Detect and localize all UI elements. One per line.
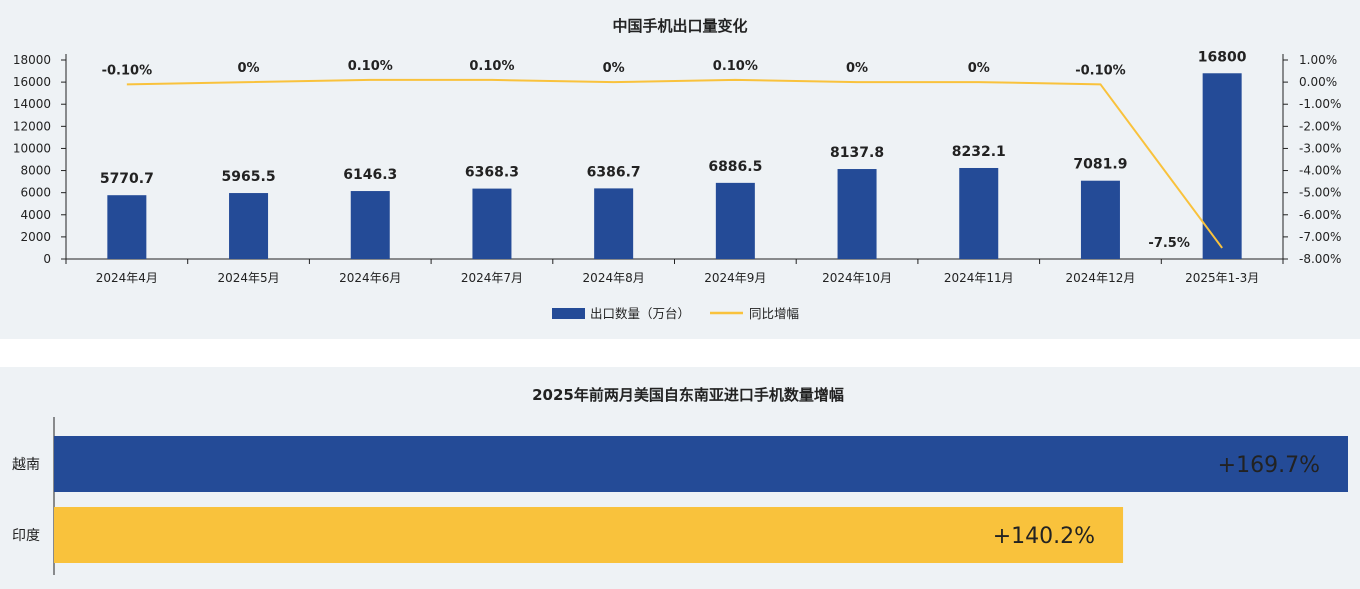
growth-value-label: +169.7%: [1218, 453, 1320, 478]
legend-bar-label: 出口数量（万台）: [590, 306, 690, 321]
x-tick-label: 2024年9月: [704, 271, 766, 285]
x-tick-label: 2024年10月: [822, 271, 892, 285]
x-tick-label: 2024年4月: [96, 271, 158, 285]
x-tick-label: 2025年1-3月: [1185, 271, 1259, 285]
bar-value-label: 6386.7: [587, 164, 641, 180]
growth-value-label: 0%: [846, 61, 868, 76]
bar-value-label: 5770.7: [100, 171, 154, 187]
growth-value-label: 0.10%: [348, 59, 393, 74]
right-tick-label: 1.00%: [1299, 53, 1337, 67]
export-bar: [959, 167, 999, 259]
export-bar: [229, 193, 269, 259]
left-tick-label: 6000: [20, 186, 51, 200]
x-tick-label: 2024年5月: [217, 271, 279, 285]
x-tick-label: 2024年12月: [1066, 271, 1136, 285]
right-tick-label: -2.00%: [1299, 119, 1341, 133]
right-tick-label: 0.00%: [1299, 75, 1337, 89]
category-label: 印度: [12, 528, 40, 544]
export-bar: [1202, 73, 1242, 260]
growth-value-label: -0.10%: [1075, 63, 1126, 78]
import-growth-chart: 2025年前两月美国自东南亚进口手机数量增幅 +169.7% 越南 +140.2% 印度: [12, 386, 1348, 575]
right-tick-label: -8.00%: [1299, 252, 1341, 266]
category-label: 越南: [12, 457, 40, 473]
export-bar: [472, 188, 512, 259]
legend-bar-swatch: [552, 308, 585, 319]
left-tick-label: 4000: [20, 208, 51, 222]
left-tick-label: 2000: [20, 230, 51, 244]
left-tick-label: 8000: [20, 164, 51, 178]
bar-value-label: 6368.3: [465, 165, 519, 181]
left-tick-label: 14000: [13, 97, 51, 111]
left-tick-label: 16000: [13, 75, 51, 89]
right-tick-label: -1.00%: [1299, 97, 1341, 111]
growth-value-label: -7.5%: [1148, 236, 1189, 251]
right-tick-label: -4.00%: [1299, 164, 1341, 178]
export-bar: [594, 188, 634, 259]
legend-line-label: 同比增幅: [749, 306, 799, 321]
x-tick-label: 2024年7月: [461, 271, 523, 285]
chart-title: 2025年前两月美国自东南亚进口手机数量增幅: [532, 386, 844, 404]
bar-value-label: 16800: [1198, 49, 1247, 65]
right-tick-label: -7.00%: [1299, 230, 1341, 244]
export-bar: [107, 195, 147, 259]
left-tick-label: 10000: [13, 141, 51, 155]
bar-value-label: 5965.5: [222, 169, 276, 185]
export-bar: [1080, 180, 1120, 259]
growth-value-label: 0%: [603, 61, 625, 76]
export-chart: 中国手机出口量变化 0 2000 4000 6000 8000 10000 12000 1400…: [13, 17, 1342, 321]
growth-value-label: 0.10%: [469, 59, 514, 74]
x-tick-label: 2024年11月: [944, 271, 1014, 285]
export-chart-panel: 中国手机出口量变化 0 2000 4000 6000 8000 10000 12000 1400…: [0, 0, 1360, 339]
export-bar: [837, 169, 877, 259]
growth-bar: [54, 507, 1124, 563]
bar-value-label: 6886.5: [708, 159, 762, 175]
left-tick-label: 18000: [13, 53, 51, 67]
growth-value-label: 0%: [238, 61, 260, 76]
growth-value-label: -0.10%: [102, 63, 153, 78]
right-tick-label: -5.00%: [1299, 186, 1341, 200]
export-bar: [715, 182, 755, 259]
bar-value-label: 8232.1: [952, 144, 1006, 160]
x-tick-label: 2024年8月: [583, 271, 645, 285]
right-tick-label: -3.00%: [1299, 141, 1341, 155]
bar-value-label: 6146.3: [343, 167, 397, 183]
export-bar: [350, 191, 390, 259]
bar-value-label: 8137.8: [830, 145, 884, 161]
growth-value-label: 0.10%: [713, 59, 758, 74]
left-tick-label: 12000: [13, 119, 51, 133]
import-growth-chart-panel: 2025年前两月美国自东南亚进口手机数量增幅 +169.7% 越南 +140.2% 印度: [0, 367, 1360, 589]
chart-title: 中国手机出口量变化: [612, 17, 747, 35]
yoy-growth-line: [126, 78, 1223, 249]
growth-bar: [54, 436, 1348, 492]
right-tick-label: -6.00%: [1299, 208, 1341, 222]
x-tick-label: 2024年6月: [339, 271, 401, 285]
bar-value-label: 7081.9: [1073, 157, 1127, 173]
growth-value-label: 0%: [968, 61, 990, 76]
growth-value-label: +140.2%: [993, 524, 1095, 549]
left-tick-label: 0: [43, 252, 51, 266]
